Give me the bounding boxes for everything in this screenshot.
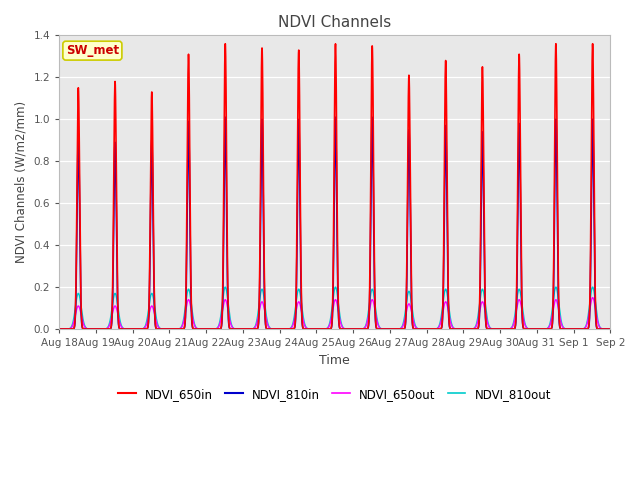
X-axis label: Time: Time [319,354,350,367]
Legend: NDVI_650in, NDVI_810in, NDVI_650out, NDVI_810out: NDVI_650in, NDVI_810in, NDVI_650out, NDV… [113,383,556,405]
NDVI_650out [605,326,612,332]
NDVI_810out [589,284,596,290]
NDVI_650in [56,326,63,332]
NDVI_810out [56,326,63,332]
NDVI_810in [221,114,229,120]
Title: NDVI Channels: NDVI Channels [278,15,391,30]
NDVI_810in [262,322,269,327]
NDVI_810out [607,326,614,332]
NDVI_810out [411,321,419,326]
Line: NDVI_810in: NDVI_810in [60,117,611,329]
NDVI_650out [607,326,614,332]
NDVI_810in [605,326,612,332]
NDVI_810in [168,326,175,332]
NDVI_650out [411,323,419,328]
NDVI_650out [489,326,497,332]
NDVI_650in [262,319,269,324]
NDVI_650out [262,312,269,318]
NDVI_810out [262,306,269,312]
NDVI_650in [605,326,612,332]
NDVI_810out [173,326,181,332]
NDVI_650in [607,326,614,332]
NDVI_810out [605,326,612,332]
NDVI_810in [489,326,497,332]
Line: NDVI_650in: NDVI_650in [60,44,611,329]
Text: SW_met: SW_met [66,44,119,57]
NDVI_650out [589,295,596,300]
Line: NDVI_650out: NDVI_650out [60,298,611,329]
NDVI_810in [411,326,419,332]
NDVI_810in [173,326,181,332]
NDVI_810in [607,326,614,332]
NDVI_650in [411,326,419,332]
NDVI_650out [173,326,181,332]
NDVI_650in [489,326,497,332]
NDVI_650in [173,326,181,332]
NDVI_650in [168,326,175,332]
NDVI_650in [589,41,596,47]
NDVI_810out [168,326,175,332]
NDVI_810out [489,326,497,332]
NDVI_810in [56,326,63,332]
NDVI_650out [56,326,63,332]
NDVI_650out [168,326,175,332]
Line: NDVI_810out: NDVI_810out [60,287,611,329]
Y-axis label: NDVI Channels (W/m2/mm): NDVI Channels (W/m2/mm) [15,101,28,263]
